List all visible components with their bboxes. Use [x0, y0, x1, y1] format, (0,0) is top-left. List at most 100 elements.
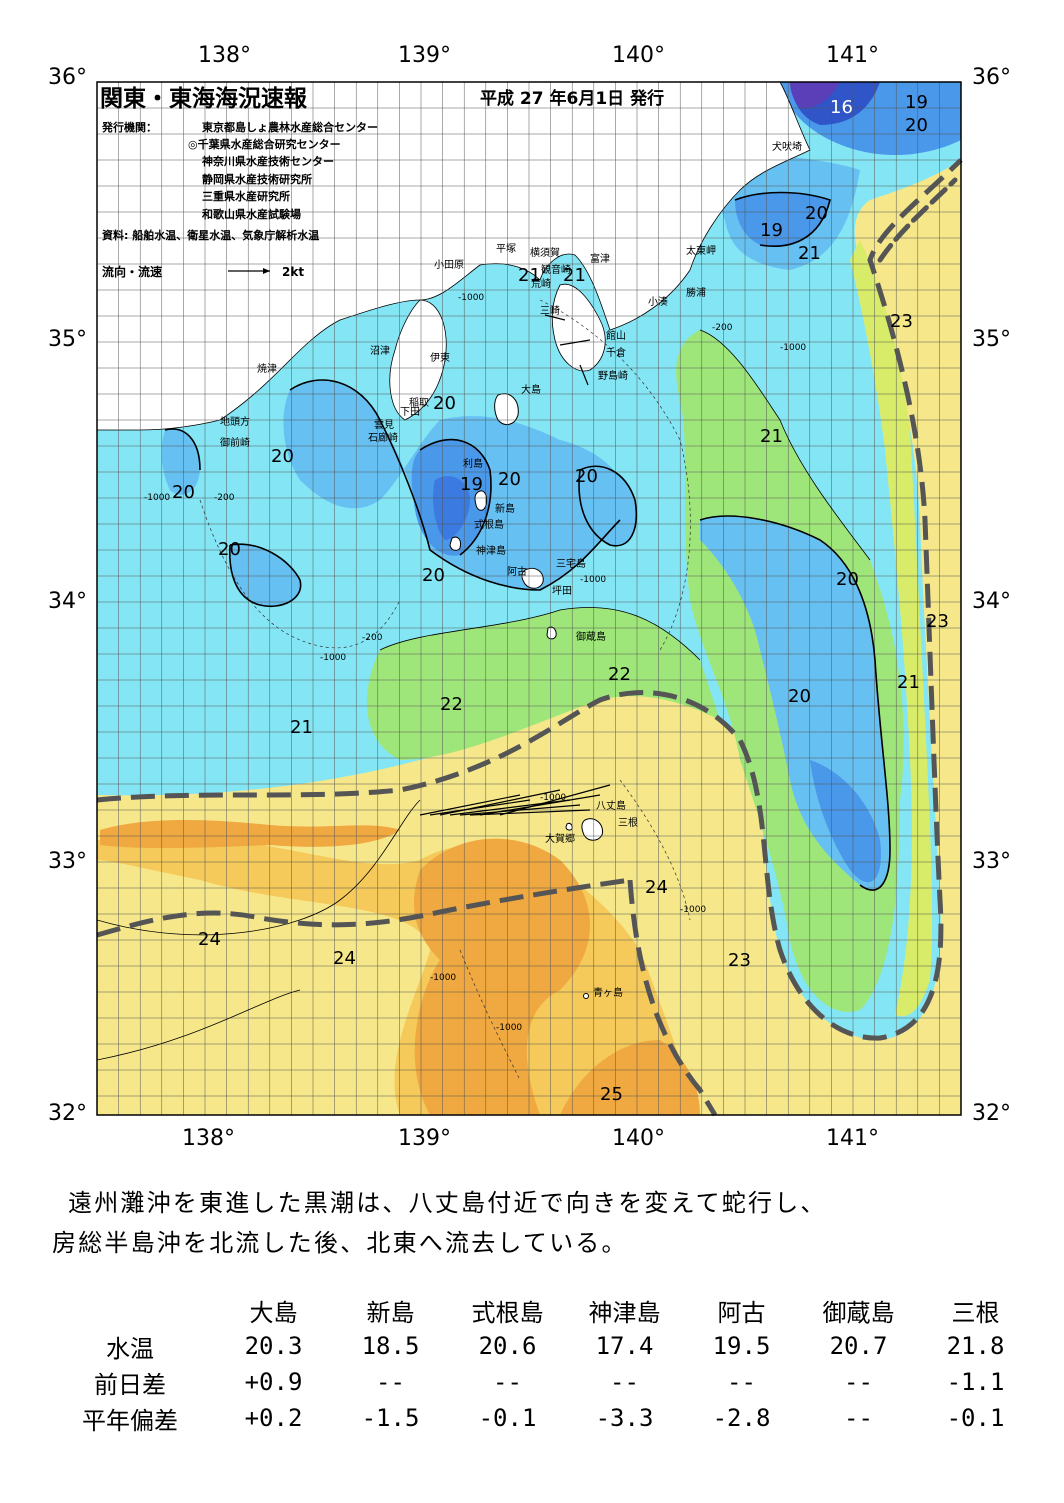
- place-hachijojima: 八丈島: [596, 799, 626, 812]
- row-label: 前日差: [94, 1370, 166, 1399]
- table-corner: [45, 1292, 215, 1328]
- row-label: 水温: [106, 1334, 154, 1363]
- table-cell: --: [727, 1368, 756, 1396]
- table-cell: --: [376, 1368, 405, 1396]
- publisher-label: 発行機関：: [101, 120, 157, 134]
- place-kozushima: 神津島: [476, 544, 506, 557]
- depth-label: -1000: [496, 1023, 522, 1033]
- lat-label-33-left: 33°: [48, 849, 87, 874]
- description-line-2: 房総半島沖を北流した後、北東へ流去している。: [52, 1229, 628, 1257]
- isotherm-label: 20: [271, 446, 294, 467]
- isotherm-label: 24: [645, 877, 668, 898]
- column-header: 三根: [951, 1298, 1000, 1327]
- isotherms-thin: [97, 329, 871, 1061]
- table-cell: +0.9: [244, 1368, 303, 1396]
- table-cell: 21.8: [946, 1332, 1005, 1360]
- row-label: 平年偏差: [82, 1406, 178, 1435]
- lon-label-141-bottom: 141°: [826, 1126, 879, 1151]
- publisher-1: 東京都島しょ農林水産総合センター: [202, 120, 378, 134]
- isotherm-label: 21: [518, 265, 541, 286]
- place-mikurajima: 御蔵島: [576, 630, 606, 643]
- table-cell: -0.1: [478, 1404, 537, 1432]
- current-vectors: [419, 314, 611, 816]
- table-cell: --: [844, 1368, 873, 1396]
- table-cell: --: [610, 1368, 639, 1396]
- publisher-6: 和歌山県水産試験場: [202, 207, 301, 221]
- place-yokosuka: 横須賀: [530, 246, 560, 259]
- isotherm-label: 19: [460, 474, 483, 495]
- place-ito: 伊東: [430, 351, 450, 364]
- lat-label-35-right: 35°: [972, 327, 1011, 352]
- isotherm-label: 20: [575, 466, 598, 487]
- lat-lon-grid: [97, 82, 961, 1115]
- lat-label-33-right: 33°: [972, 849, 1011, 874]
- isotherm-label: 20: [433, 393, 456, 414]
- lat-label-32-left: 32°: [48, 1101, 87, 1126]
- isotherm-label: 20: [172, 482, 195, 503]
- publisher-2: ◎千葉県水産総合研究センター: [188, 137, 341, 151]
- column-header: 阿古: [717, 1298, 766, 1327]
- place-names: 犬吠埼 太東岬 勝浦 小湊 富津 観音崎 横須賀 平塚 小田原 荒崎 三崎 館山…: [220, 140, 802, 999]
- isotherm-label: 20: [498, 469, 521, 490]
- isotherm-label: 20: [422, 565, 445, 586]
- table-cell: -0.1: [946, 1404, 1005, 1432]
- lon-label-139-bottom: 139°: [398, 1126, 451, 1151]
- lat-label-36-right: 36°: [972, 65, 1011, 90]
- table-cell: +0.2: [244, 1404, 303, 1432]
- place-odawara: 小田原: [434, 259, 464, 271]
- place-nojimazaki: 野島崎: [598, 369, 628, 382]
- table-cell: 19.5: [712, 1332, 771, 1360]
- isotherm-label: 23: [890, 311, 913, 332]
- table-cell: --: [493, 1368, 522, 1396]
- depth-label: -1000: [540, 793, 566, 803]
- table-cell: 20.3: [244, 1332, 303, 1360]
- place-tsubota: 坪田: [552, 584, 572, 597]
- lon-label-141-top: 141°: [826, 43, 879, 68]
- publisher-5: 三重県水産研究所: [202, 189, 290, 203]
- latitude-labels-left: 36° 35° 34° 33° 32°: [48, 65, 87, 1126]
- isotherm-label: 19: [905, 92, 928, 113]
- place-arasaki: 荒崎: [531, 277, 551, 290]
- place-hiratsuka: 平塚: [496, 243, 516, 255]
- isotherm-label: 16: [830, 97, 853, 118]
- isotherms: [164, 191, 891, 891]
- latitude-labels-right: 36° 35° 34° 33° 32°: [972, 65, 1011, 1126]
- place-shikinejima: 式根島: [474, 518, 504, 531]
- place-irozaki: 石廊崎: [368, 431, 398, 444]
- place-taitomisaki: 太東岬: [686, 244, 716, 257]
- current-legend-label: 流向・流速: [102, 264, 162, 279]
- table-cell: -1.5: [361, 1404, 420, 1432]
- map-title: 関東・東海海況速報: [100, 85, 308, 112]
- isotherm-label: 21: [290, 717, 313, 738]
- lat-label-32-right: 32°: [972, 1101, 1011, 1126]
- lat-label-36-left: 36°: [48, 65, 87, 90]
- place-niijima: 新島: [495, 502, 515, 515]
- depth-label: -200: [362, 633, 383, 643]
- place-inatori: 稲取: [409, 397, 429, 409]
- place-omaezaki: 御前崎: [220, 436, 250, 449]
- isotherm-label: 21: [798, 243, 821, 264]
- column-header: 大島: [249, 1298, 298, 1327]
- depth-label: -200: [214, 493, 235, 503]
- depth-label: -1000: [320, 653, 346, 663]
- isotherm-label: 24: [198, 929, 221, 950]
- lon-label-140-top: 140°: [612, 43, 665, 68]
- table-row: 平年偏差 +0.2 -1.5 -0.1 -3.3 -2.8 -- -0.1: [45, 1400, 1034, 1436]
- isotherm-label: 20: [788, 686, 811, 707]
- kuroshio-description: 遠州灘沖を東進した黒潮は、八丈島付近で向きを変えて蛇行し、 房総半島沖を北流した…: [52, 1183, 1032, 1263]
- table-row: 前日差 +0.9 -- -- -- -- -- -1.1: [45, 1364, 1034, 1400]
- current-legend-scale: 2kt: [282, 265, 304, 279]
- depth-label: -1000: [144, 493, 170, 503]
- depth-label: -1000: [680, 905, 706, 915]
- place-numazu: 沼津: [370, 344, 390, 357]
- place-chikura: 千倉: [606, 346, 626, 359]
- sea-temperature-map: 138° 139° 140° 141° 138° 139° 140° 141° …: [48, 43, 1011, 1151]
- column-header: 新島: [366, 1298, 415, 1327]
- column-header: 式根島: [471, 1298, 544, 1327]
- table-cell: 17.4: [595, 1332, 654, 1360]
- lon-label-140-bottom: 140°: [612, 1126, 665, 1151]
- column-header: 神津島: [588, 1298, 661, 1327]
- lat-label-34-right: 34°: [972, 589, 1011, 614]
- depth-label: -1000: [430, 973, 456, 983]
- depth-label: -1000: [458, 293, 484, 303]
